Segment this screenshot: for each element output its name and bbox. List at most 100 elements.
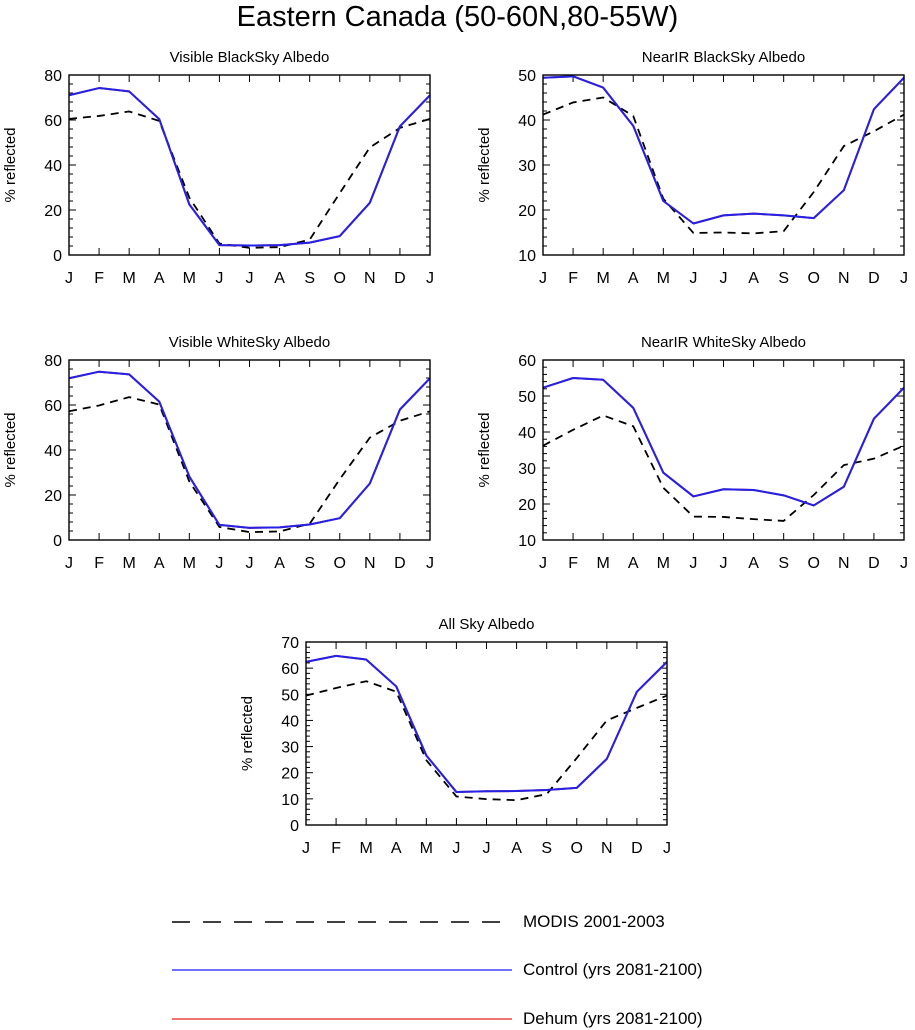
legend-label-modis: MODIS 2001-2003 — [523, 912, 665, 931]
series-line-dehum — [542, 377, 905, 507]
plot-frame — [305, 641, 668, 826]
legend — [172, 921, 512, 1020]
panel-title: NearIR BlackSky Albedo — [642, 49, 805, 66]
x-tick-label: J — [65, 555, 73, 572]
series-line-control — [542, 377, 905, 507]
x-tick-label: F — [568, 555, 578, 572]
x-tick-label: S — [541, 840, 552, 857]
x-tick-label: O — [571, 840, 583, 857]
y-tick-label: 30 — [281, 740, 299, 757]
x-tick-label: M — [123, 270, 136, 287]
y-tick-label: 30 — [518, 461, 536, 478]
y-axis-label: % reflected — [476, 412, 493, 487]
x-tick-label: J — [426, 555, 434, 572]
x-tick-label: M — [123, 555, 136, 572]
y-tick-label: 80 — [44, 353, 62, 370]
series-line-dehum — [68, 87, 431, 247]
x-tick-label: A — [274, 270, 285, 287]
x-tick-label: N — [838, 270, 850, 287]
series-line-modis — [542, 414, 905, 522]
y-tick-label: 60 — [44, 113, 62, 130]
y-tick-label: 50 — [518, 68, 536, 85]
x-tick-label: A — [391, 840, 402, 857]
x-tick-label: S — [778, 555, 789, 572]
x-tick-label: A — [154, 270, 165, 287]
x-tick-label: S — [304, 270, 315, 287]
x-tick-label: O — [808, 270, 820, 287]
x-tick-label: M — [657, 270, 670, 287]
x-tick-label: A — [748, 555, 759, 572]
y-tick-label: 70 — [281, 635, 299, 652]
x-tick-label: O — [334, 555, 346, 572]
series-line-modis — [542, 96, 905, 235]
x-tick-label: M — [420, 840, 433, 857]
plot-frame — [542, 74, 905, 256]
x-tick-label: M — [360, 840, 373, 857]
series-line-modis — [68, 396, 431, 534]
x-tick-label: F — [331, 840, 341, 857]
x-tick-label: J — [426, 270, 434, 287]
y-tick-label: 40 — [518, 113, 536, 130]
series-line-control — [542, 75, 905, 225]
y-tick-label: 40 — [281, 713, 299, 730]
legend-label-dehum: Dehum (yrs 2081-2100) — [523, 1009, 703, 1028]
y-tick-label: 80 — [44, 68, 62, 85]
x-tick-label: J — [246, 555, 254, 572]
x-tick-label: J — [689, 555, 697, 572]
chart-panel-nearir-blacksky: NearIR BlackSky Albedo % reflected 10 20 30 4… — [476, 49, 908, 287]
x-tick-label: M — [657, 555, 670, 572]
y-axis-label: % reflected — [239, 696, 256, 771]
y-tick-label: 50 — [281, 687, 299, 704]
x-tick-label: D — [868, 270, 880, 287]
y-tick-label: 20 — [44, 203, 62, 220]
x-tick-label: M — [183, 555, 196, 572]
x-tick-label: A — [628, 555, 639, 572]
x-tick-label: J — [215, 555, 223, 572]
x-tick-label: J — [720, 270, 728, 287]
x-tick-label: N — [838, 555, 850, 572]
chart-panel-allsky: All Sky Albedo % reflected 0 10 20 30 40 50 60 70… — [239, 616, 671, 857]
x-tick-label: A — [511, 840, 522, 857]
x-tick-label: J — [302, 840, 310, 857]
series-line-modis — [68, 110, 431, 249]
x-tick-label: M — [597, 270, 610, 287]
x-tick-label: N — [601, 840, 613, 857]
panel-title: Visible BlackSky Albedo — [170, 49, 330, 66]
x-tick-label: A — [274, 555, 285, 572]
x-tick-label: J — [215, 270, 223, 287]
series-line-control — [305, 654, 668, 794]
y-tick-label: 30 — [518, 158, 536, 175]
series-line-dehum — [305, 654, 668, 794]
x-tick-label: F — [94, 270, 104, 287]
x-tick-label: J — [483, 840, 491, 857]
x-tick-label: N — [364, 555, 376, 572]
x-tick-label: O — [334, 270, 346, 287]
x-tick-label: J — [900, 555, 908, 572]
x-tick-label: S — [304, 555, 315, 572]
plot-frame — [542, 359, 905, 541]
x-tick-label: N — [364, 270, 376, 287]
x-tick-label: J — [720, 555, 728, 572]
y-tick-label: 40 — [44, 158, 62, 175]
y-tick-label: 10 — [518, 533, 536, 550]
x-tick-label: J — [539, 270, 547, 287]
x-tick-label: M — [183, 270, 196, 287]
x-tick-label: J — [246, 270, 254, 287]
x-tick-label: J — [65, 270, 73, 287]
x-tick-label: J — [539, 555, 547, 572]
y-tick-label: 10 — [281, 792, 299, 809]
y-axis-label: % reflected — [2, 127, 19, 202]
legend-label-control: Control (yrs 2081-2100) — [523, 960, 703, 979]
x-tick-label: M — [597, 555, 610, 572]
y-tick-label: 60 — [281, 661, 299, 678]
chart-panel-visible-whitesky: Visible WhiteSky Albedo % reflected 0 20 40 6… — [2, 334, 434, 572]
x-tick-label: F — [94, 555, 104, 572]
panel-title: Visible WhiteSky Albedo — [169, 334, 330, 351]
y-tick-label: 20 — [518, 203, 536, 220]
x-tick-label: D — [394, 270, 406, 287]
x-tick-label: D — [394, 555, 406, 572]
y-tick-label: 10 — [518, 248, 536, 265]
x-tick-label: O — [808, 555, 820, 572]
x-tick-label: A — [154, 555, 165, 572]
y-tick-label: 50 — [518, 389, 536, 406]
